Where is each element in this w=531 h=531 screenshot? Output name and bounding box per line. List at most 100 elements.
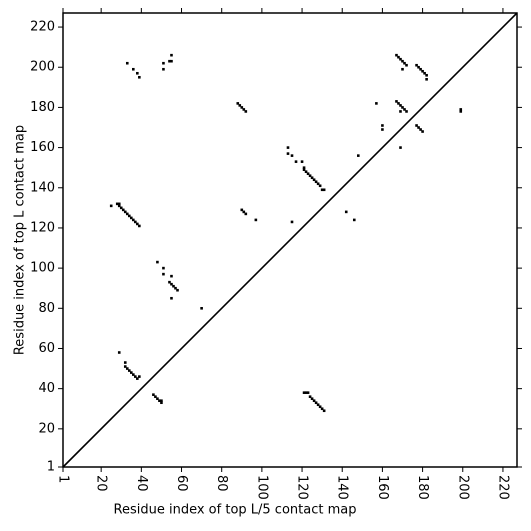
contact-point bbox=[316, 403, 320, 407]
contact-point bbox=[238, 104, 242, 107]
contact-point bbox=[302, 168, 306, 171]
contact-point bbox=[395, 100, 398, 103]
contact-point bbox=[127, 214, 131, 218]
contact-point bbox=[294, 160, 298, 163]
y-tick-label: 200 bbox=[30, 60, 55, 75]
contact-point bbox=[170, 274, 173, 278]
contact-point bbox=[117, 202, 121, 206]
contact-point bbox=[134, 375, 137, 378]
contact-point bbox=[242, 210, 246, 214]
y-tick-label: 1 bbox=[47, 460, 55, 475]
contact-point bbox=[119, 206, 123, 210]
contact-point bbox=[425, 73, 428, 77]
contact-point bbox=[405, 63, 408, 67]
contact-point bbox=[109, 204, 113, 208]
y-tick-label: 60 bbox=[38, 341, 55, 356]
contact-point bbox=[162, 67, 165, 71]
contact-point bbox=[244, 110, 248, 113]
y-axis-label: Residue index of top L contact map bbox=[13, 125, 28, 355]
x-tick-label: 100 bbox=[254, 475, 269, 500]
contact-point bbox=[121, 208, 125, 212]
contact-point bbox=[310, 397, 314, 400]
contact-point bbox=[170, 59, 173, 63]
contact-point bbox=[312, 178, 316, 182]
contact-point bbox=[399, 57, 402, 61]
contact-point bbox=[117, 351, 121, 354]
contact-point bbox=[320, 407, 324, 411]
contact-point bbox=[310, 176, 314, 180]
y-tick-label: 40 bbox=[38, 381, 55, 396]
x-tick-label: 20 bbox=[94, 475, 109, 492]
contact-point bbox=[290, 220, 294, 224]
y-tick-label: 220 bbox=[30, 20, 55, 35]
contact-point bbox=[381, 128, 384, 131]
contact-point bbox=[170, 296, 173, 300]
contact-point bbox=[127, 369, 131, 372]
contact-point bbox=[421, 69, 424, 73]
contact-point bbox=[415, 124, 418, 127]
x-tick-label: 180 bbox=[415, 475, 430, 500]
contact-point bbox=[419, 128, 422, 131]
contact-point bbox=[125, 61, 129, 65]
contact-point bbox=[152, 393, 155, 396]
contact-point bbox=[381, 124, 384, 127]
contact-point bbox=[399, 110, 402, 113]
contact-point bbox=[306, 172, 310, 176]
contact-point bbox=[156, 397, 159, 400]
contact-point bbox=[130, 216, 133, 220]
contact-point bbox=[322, 409, 326, 413]
contact-point bbox=[123, 361, 127, 364]
x-tick-label: 140 bbox=[335, 475, 350, 500]
contact-point bbox=[138, 375, 141, 378]
contact-point bbox=[290, 154, 294, 157]
contact-point bbox=[417, 65, 420, 69]
contact-point bbox=[286, 152, 290, 155]
y-tick-label: 160 bbox=[30, 140, 55, 155]
contact-point bbox=[132, 67, 135, 71]
contact-point bbox=[304, 170, 308, 173]
x-tick-label: 200 bbox=[455, 475, 470, 500]
contact-point bbox=[158, 399, 161, 403]
x-tick-label: 80 bbox=[214, 475, 229, 492]
contact-point bbox=[314, 401, 318, 405]
contact-point bbox=[240, 208, 244, 212]
contact-point bbox=[375, 102, 378, 105]
contact-point bbox=[399, 146, 402, 149]
contact-point bbox=[160, 401, 163, 405]
contact-point bbox=[318, 184, 322, 188]
contact-point bbox=[172, 284, 175, 288]
contact-point bbox=[459, 110, 463, 113]
contact-point bbox=[322, 188, 326, 192]
contact-point bbox=[200, 307, 203, 310]
contact-point bbox=[174, 286, 177, 290]
contact-point bbox=[417, 126, 420, 129]
contact-point bbox=[136, 222, 139, 226]
contact-point bbox=[138, 224, 141, 228]
x-tick-label: 60 bbox=[174, 475, 189, 492]
contact-point bbox=[308, 174, 312, 178]
contact-point bbox=[357, 154, 360, 157]
x-axis-label: Residue index of top L/5 contact map bbox=[114, 503, 357, 518]
contact-point bbox=[318, 405, 322, 409]
contact-point bbox=[125, 367, 129, 370]
contact-point bbox=[397, 102, 400, 105]
y-tick-label: 120 bbox=[30, 220, 55, 235]
contact-point bbox=[138, 75, 141, 79]
contact-point bbox=[403, 61, 406, 65]
y-tick-label: 80 bbox=[38, 301, 55, 316]
contact-point bbox=[423, 71, 426, 75]
contact-point bbox=[236, 102, 240, 105]
contact-point bbox=[344, 210, 348, 214]
contact-point bbox=[168, 280, 171, 284]
contact-point bbox=[302, 391, 306, 394]
contact-point bbox=[314, 180, 318, 184]
contact-point bbox=[132, 373, 135, 376]
contact-point bbox=[352, 218, 356, 222]
contact-point bbox=[176, 288, 179, 292]
contact-point bbox=[170, 53, 173, 57]
contact-point bbox=[286, 146, 290, 149]
contact-point bbox=[136, 71, 139, 75]
contact-point bbox=[132, 218, 135, 222]
x-tick-label: 220 bbox=[495, 475, 510, 500]
